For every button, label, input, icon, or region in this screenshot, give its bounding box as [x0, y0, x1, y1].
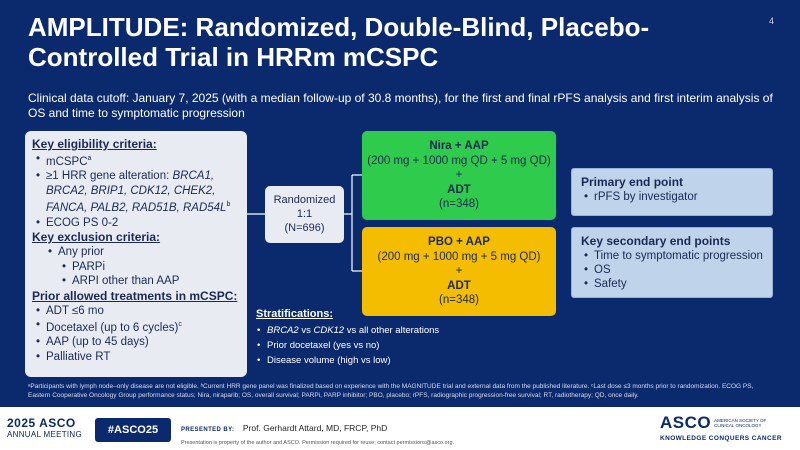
prior-palliative-rt: Palliative RT — [32, 350, 240, 365]
arm2-plus: + — [455, 265, 463, 277]
eligibility-heading: Key eligibility criteria: — [32, 137, 157, 151]
arm2-n: (n=348) — [439, 294, 479, 306]
arm1-adt: ADT — [447, 183, 471, 196]
strat-vs: vs — [298, 325, 314, 336]
primary-endpoint-box: Primary end point rPFS by investigator — [571, 168, 773, 216]
page-number: 4 — [768, 16, 774, 26]
footnote-marker-a: a — [87, 155, 92, 162]
prior-docetaxel-text: Docetaxel (up to 6 cycles) — [46, 321, 179, 334]
arm2-dose: (200 mg + 1000 mg + 5 mg QD) — [377, 250, 541, 263]
meeting-year: 2025 ASCO — [7, 416, 76, 430]
footnote-marker-b: b — [226, 201, 231, 209]
prior-treatments-heading: Prior allowed treatments in mCSPC: — [32, 288, 238, 303]
secondary-endpoint-item: Time to symptomatic progression — [581, 249, 763, 263]
randomization-box: Randomized 1:1 (N=696) — [265, 186, 344, 243]
treatment-arm-pbo-aap: PBO + AAP (200 mg + 1000 mg + 5 mg QD) +… — [362, 227, 556, 316]
eligibility-criteria-box: Key eligibility criteria: mCSPCa ≥1 HRR … — [25, 131, 247, 377]
arm1-plus: + — [455, 169, 463, 181]
asco-tagline: KNOWLEDGE CONQUERS CANCER — [660, 435, 782, 442]
stratification-item: Prior docetaxel (yes vs no) — [256, 339, 556, 352]
exclusion-any-prior: Any prior — [32, 245, 240, 260]
strat-cdk12: CDK12 — [313, 325, 345, 336]
arm2-name: PBO + AAP — [428, 236, 490, 248]
stratifications-heading: Stratifications: — [256, 308, 334, 320]
secondary-endpoints-heading: Key secondary end points — [581, 234, 731, 248]
randomization-total-n: (N=696) — [284, 222, 325, 234]
strat-rest: vs all other alterations — [344, 325, 440, 336]
presenter-name: Prof. Gerhardt Attard, MD, FRCP, PhD — [242, 423, 388, 433]
primary-endpoint-heading: Primary end point — [581, 175, 684, 189]
secondary-endpoints-box: Key secondary end points Time to symptom… — [571, 227, 773, 298]
arm1-n: (n=348) — [439, 198, 479, 210]
exclusion-arpi: ARPI other than AAP — [32, 274, 240, 289]
data-cutoff-text: Clinical data cutoff: January 7, 2025 (w… — [28, 91, 773, 120]
criterion-hrr-intro: ≥1 HRR gene alteration: — [46, 170, 173, 183]
secondary-endpoint-item: OS — [581, 263, 763, 277]
randomized-label: Randomized — [273, 194, 336, 206]
arm2-adt: ADT — [447, 279, 471, 292]
hashtag-badge: #ASCO25 — [95, 418, 171, 442]
randomization-ratio: 1:1 — [296, 208, 313, 220]
criterion-mcspc: mCSPCa — [32, 152, 240, 169]
property-note: Presentation is property of the author a… — [181, 440, 455, 446]
asco-society-logo: ASCO AMERICAN SOCIETY OF CLINICAL ONCOLOG… — [660, 413, 792, 442]
secondary-endpoint-item: Safety — [581, 277, 763, 291]
slide-title: AMPLITUDE: Randomized, Double-Blind, Pla… — [28, 12, 650, 72]
asco-meeting-logo: 2025 ASCO ANNUAL MEETING — [7, 416, 83, 439]
exclusion-heading: Key exclusion criteria: — [32, 230, 161, 245]
prior-aap: AAP (up to 45 days) — [32, 335, 240, 350]
criterion-hrr-genes: BRCA1, BRCA2, BRIP1, CDK12, CHEK2, FANCA… — [46, 170, 227, 215]
footnote-marker-c: c — [178, 321, 182, 329]
strat-brca2: BRCA2 — [267, 325, 299, 336]
stratification-item: Disease volume (high vs low) — [256, 354, 556, 367]
stratification-item: BRCA2 vs CDK12 vs all other alterations — [256, 324, 556, 337]
prior-adt: ADT ≤6 mo — [32, 304, 240, 319]
exclusion-parpi: PARPi — [32, 260, 240, 275]
criterion-hrr: ≥1 HRR gene alteration: BRCA1, BRCA2, BR… — [32, 169, 240, 215]
meeting-name: ANNUAL MEETING — [7, 430, 83, 439]
presented-by-label: PRESENTED BY: — [181, 427, 235, 433]
criterion-ecog: ECOG PS 0-2 — [32, 216, 240, 231]
asco-society-name: AMERICAN SOCIETY OF CLINICAL ONCOLOGY — [714, 418, 767, 428]
criterion-mcspc-text: mCSPC — [46, 155, 88, 168]
presenter-info: PRESENTED BY: Prof. Gerhardt Attard, MD,… — [181, 418, 621, 446]
primary-endpoint-item: rPFS by investigator — [581, 190, 763, 204]
arm1-name: Nira + AAP — [429, 140, 489, 152]
treatment-arm-nira-aap: Nira + AAP (200 mg + 1000 mg QD + 5 mg Q… — [362, 131, 556, 220]
stratifications-block: Stratifications: BRCA2 vs CDK12 vs all o… — [256, 307, 556, 369]
footnotes: ᵃParticipants with lymph node–only disea… — [28, 383, 754, 399]
prior-docetaxel: Docetaxel (up to 6 cycles)c — [32, 318, 240, 335]
arm1-dose: (200 mg + 1000 mg QD + 5 mg QD) — [367, 154, 551, 167]
asco-wordmark: ASCO — [660, 413, 712, 432]
